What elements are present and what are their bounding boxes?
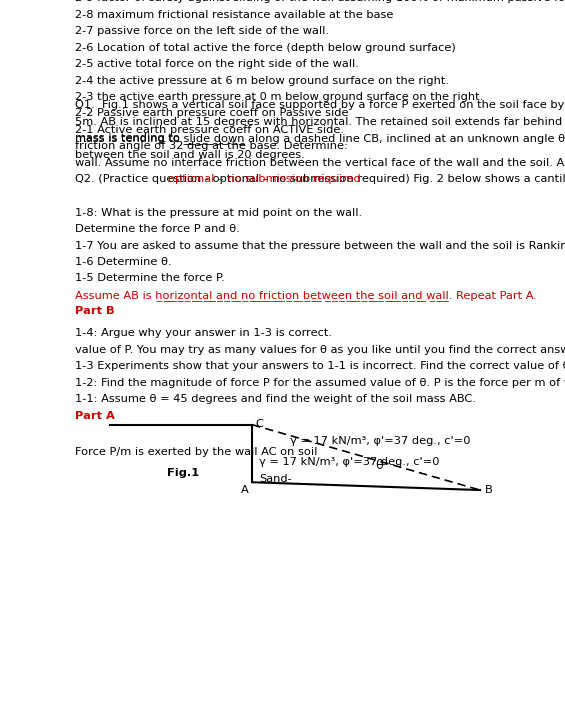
Text: γ = 17 kN/m³, φ'=37 deg., c'=0: γ = 17 kN/m³, φ'=37 deg., c'=0	[259, 457, 440, 467]
Text: 1-7 You are asked to assume that the pressure between the wall and the soil is R: 1-7 You are asked to assume that the pre…	[75, 241, 565, 251]
Text: Q2. (Practice question - optional – no submission required) Fig. 2 below shows a: Q2. (Practice question - optional – no s…	[75, 175, 565, 184]
Text: mass is tending to s̲l̲i̲d̲e̲ ̲d̲o̲w̲n̲ along a dashed line CB, inclined at an u: mass is tending to s̲l̲i̲d̲e̲ ̲d̲o̲w̲n̲ …	[75, 133, 565, 144]
Text: 2-6 Location of total active the force (depth below ground surface): 2-6 Location of total active the force (…	[75, 43, 456, 53]
Text: Assume AB is h̲o̲r̲i̲z̲o̲n̲t̲a̲l̲ ̲a̲n̲d̲ ̲n̲o̲ ̲f̲r̲i̲c̲t̲i̲o̲n̲ ̲b̲e̲t̲w̲e̲e̲n: Assume AB is h̲o̲r̲i̲z̲o̲n̲t̲a̲l̲ ̲a̲n̲d…	[75, 290, 537, 301]
Text: 2-5 active total force on the right side of the wall.: 2-5 active total force on the right side…	[75, 59, 359, 69]
Text: B: B	[484, 485, 492, 495]
Text: value of P. You may try as many values for θ as you like until you find the corr: value of P. You may try as many values f…	[75, 345, 565, 355]
Text: 2-4 the active pressure at 6 m below ground surface on the right.: 2-4 the active pressure at 6 m below gro…	[75, 75, 449, 86]
Text: Part A: Part A	[75, 411, 115, 420]
Text: 1-6 Determine θ.: 1-6 Determine θ.	[75, 257, 172, 267]
Text: Sand-: Sand-	[259, 474, 292, 484]
Text: θ: θ	[375, 460, 383, 473]
Text: 1-3 Experiments show that your answers to 1-1 is incorrect. Find the correct val: 1-3 Experiments show that your answers t…	[75, 361, 565, 371]
Text: 2-8 maximum frictional resistance available at the base: 2-8 maximum frictional resistance availa…	[75, 9, 393, 20]
Text: 2-2 Passive earth pressure coeff on Passive side: 2-2 Passive earth pressure coeff on Pass…	[75, 109, 349, 118]
Text: γ = 17 kN/m³, φ'=37 deg., c'=0: γ = 17 kN/m³, φ'=37 deg., c'=0	[289, 436, 470, 446]
Text: wall. Assume no interface friction between the vertical face of the wall and the: wall. Assume no interface friction betwe…	[75, 158, 565, 168]
Text: between the soil and wall is 20 degrees.: between the soil and wall is 20 degrees.	[75, 150, 305, 160]
Text: Force P/m is exerted by the wall AC on soil: Force P/m is exerted by the wall AC on s…	[75, 447, 318, 457]
Text: 1-1: Assume θ = 45 degrees and find the weight of the soil mass ABC.: 1-1: Assume θ = 45 degrees and find the …	[75, 394, 476, 405]
Text: C: C	[256, 419, 264, 429]
Text: A: A	[241, 485, 249, 495]
Text: 2-7 passive force on the left side of the wall.: 2-7 passive force on the left side of th…	[75, 26, 329, 36]
Text: Fig.1: Fig.1	[167, 468, 199, 478]
Text: 1-2: Find the magnitude of force P for the assumed value of θ. P is the force pe: 1-2: Find the magnitude of force P for t…	[75, 378, 565, 388]
Text: 1-5 Determine the force P.: 1-5 Determine the force P.	[75, 273, 225, 283]
Text: mass is tending to: mass is tending to	[75, 133, 184, 144]
Text: 1-4: Argue why your answer in 1-3 is correct.: 1-4: Argue why your answer in 1-3 is cor…	[75, 328, 332, 339]
Text: Part B: Part B	[75, 307, 115, 316]
Text: Q1.  Fig.1 shows a vertical soil face supported by a force P exerted on the soil: Q1. Fig.1 shows a vertical soil face sup…	[75, 100, 565, 110]
Text: Determine the force P and θ.: Determine the force P and θ.	[75, 224, 240, 234]
Text: 1-8: What is the pressure at mid point on the wall.: 1-8: What is the pressure at mid point o…	[75, 207, 362, 218]
Text: 5m. AB is inclined at 15 degrees with horizontal. The retained soil extends far : 5m. AB is inclined at 15 degrees with ho…	[75, 117, 565, 127]
Text: friction angle of 32 deg at the base. Determine:: friction angle of 32 deg at the base. De…	[75, 141, 348, 152]
Text: 2-3 the active earth pressure at 0 m below ground surface on the right.: 2-3 the active earth pressure at 0 m bel…	[75, 92, 483, 102]
Text: optional – no submission required: optional – no submission required	[168, 175, 361, 184]
Text: 2-9 factor of safety against sliding of the wall assuming 100% of maximum passiv: 2-9 factor of safety against sliding of …	[75, 0, 565, 3]
Text: 2-1 Active earth pressure coeff on ACTIVE side.: 2-1 Active earth pressure coeff on ACTIV…	[75, 125, 344, 135]
